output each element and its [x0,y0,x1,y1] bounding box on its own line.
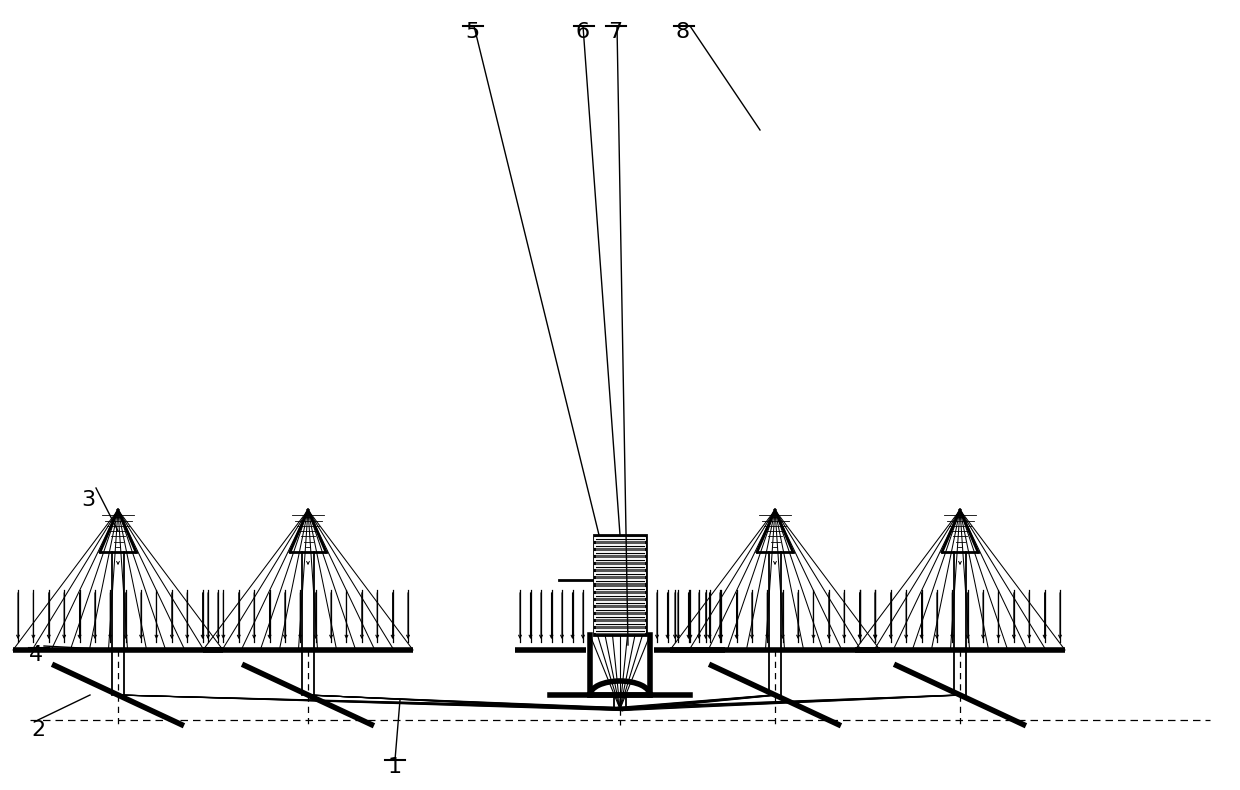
Text: 4: 4 [29,645,43,665]
Text: 7: 7 [608,22,622,42]
Text: 5: 5 [465,22,479,42]
Text: 2: 2 [31,720,45,740]
Text: 6: 6 [575,22,590,42]
Text: 1: 1 [388,757,402,777]
Bar [594,535,646,635]
Text: 8: 8 [676,22,691,42]
Text: 3: 3 [81,490,95,510]
